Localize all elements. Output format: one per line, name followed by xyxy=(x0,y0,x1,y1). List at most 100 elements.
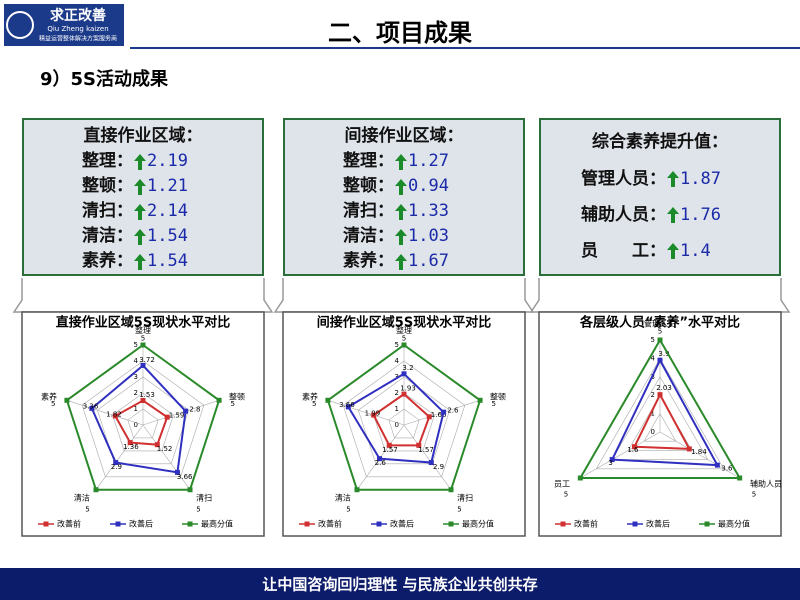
row-value: 1.33 xyxy=(408,201,449,221)
legend-marker xyxy=(43,521,49,527)
legend-marker xyxy=(704,521,710,527)
marker xyxy=(174,469,180,475)
axis-label: 辅助人员 xyxy=(750,478,782,488)
up-arrow xyxy=(667,243,679,259)
data-label: 5 xyxy=(141,335,145,343)
legend-label: 改善后 xyxy=(129,519,153,529)
marker xyxy=(325,397,331,403)
marker xyxy=(657,337,663,343)
data-label: 2.9 xyxy=(433,463,444,471)
subtitle: 9）5S活动成果 xyxy=(40,68,169,90)
r-tick-label: 1 xyxy=(395,405,399,413)
box-row: 素养： 1.67 xyxy=(285,249,523,274)
legend-label: 最高分值 xyxy=(462,519,494,529)
r-tick-label: 2 xyxy=(651,391,655,399)
spoke xyxy=(327,399,405,426)
data-label: 5 xyxy=(402,335,406,343)
up-arrow xyxy=(134,178,146,195)
box-row: 整顿： 0.94 xyxy=(285,174,523,199)
up-arrow xyxy=(667,171,679,187)
connector xyxy=(529,278,791,313)
data-label: 5 xyxy=(752,490,756,498)
box-row: 整理： 1.27 xyxy=(285,149,523,174)
row-label: 整顿： xyxy=(343,176,394,196)
grid-ring xyxy=(595,357,725,470)
axis-label: 管理人员 xyxy=(644,319,676,329)
row-value: 1.87 xyxy=(680,169,721,189)
row-value: 1.4 xyxy=(680,241,711,261)
legend-marker xyxy=(632,521,638,527)
up-arrow xyxy=(395,253,407,270)
data-label: 3 xyxy=(608,459,612,467)
data-label: 5 xyxy=(346,505,350,513)
data-label: 5 xyxy=(196,505,200,513)
grid-ring xyxy=(611,376,709,460)
legend-marker xyxy=(448,521,454,527)
series-line xyxy=(65,343,221,491)
legend-label: 改善前 xyxy=(57,519,81,529)
row-label: 清扫： xyxy=(343,201,394,221)
summary-box: 间接作业区域： 整理： 1.27 整顿： 0.94 清扫： 1.33 清洁： 1.03 素养： 1.… xyxy=(283,118,525,276)
spoke xyxy=(580,431,661,479)
axis-label: 素养 xyxy=(41,392,57,402)
r-tick-label: 4 xyxy=(134,357,139,365)
row-value: 1.54 xyxy=(147,226,188,246)
marker xyxy=(93,487,99,493)
marker xyxy=(632,444,638,450)
data-label: 3.66 xyxy=(339,401,355,409)
marker xyxy=(371,412,377,418)
row-label: 整顿： xyxy=(82,176,133,196)
spoke xyxy=(403,424,452,490)
row-value: 1.21 xyxy=(147,176,188,196)
row-label: 清洁： xyxy=(343,226,394,246)
data-label: 2.03 xyxy=(656,384,672,392)
data-label: 2.9 xyxy=(111,463,122,471)
data-label: 1.84 xyxy=(691,448,707,456)
logo-bg xyxy=(4,4,124,46)
marker xyxy=(657,357,663,363)
legend-marker xyxy=(376,521,382,527)
spoke xyxy=(95,424,144,490)
data-label: 1.57 xyxy=(418,446,434,454)
connector xyxy=(12,278,274,313)
marker xyxy=(477,397,483,403)
box-row: 清洁： 1.54 xyxy=(24,224,262,249)
spoke xyxy=(142,424,191,490)
row-value: 1.27 xyxy=(408,151,449,171)
legend-label: 改善后 xyxy=(646,519,670,529)
marker xyxy=(714,462,720,468)
data-label: 5 xyxy=(312,400,316,408)
marker xyxy=(416,442,422,448)
marker xyxy=(386,442,392,448)
series-line xyxy=(632,392,692,450)
data-label: 3.72 xyxy=(139,356,155,364)
data-label: 3.66 xyxy=(177,473,193,481)
grid-ring xyxy=(112,392,174,452)
data-label: 5 xyxy=(457,505,461,513)
axis-label: 员工 xyxy=(554,479,570,488)
marker xyxy=(345,404,351,410)
data-label: 5 xyxy=(564,490,568,498)
row-value: 1.03 xyxy=(408,226,449,246)
series-line xyxy=(326,343,482,491)
data-label: 5 xyxy=(85,505,89,513)
row-value: 1.76 xyxy=(680,205,721,225)
legend-label: 改善后 xyxy=(390,519,414,529)
row-label: 员 工： xyxy=(581,241,666,261)
row-label: 清洁： xyxy=(82,226,133,246)
grid-ring xyxy=(388,408,420,439)
legend-marker xyxy=(560,521,566,527)
data-label: 2.8 xyxy=(189,405,200,413)
grid-ring xyxy=(357,376,451,465)
marker xyxy=(164,414,170,420)
page-title: 二、项目成果 xyxy=(328,19,472,47)
data-label: 2.6 xyxy=(375,459,387,467)
up-arrow xyxy=(395,178,407,195)
r-tick-label: 0 xyxy=(651,428,655,436)
spoke xyxy=(659,431,740,479)
marker xyxy=(401,371,407,377)
box-row: 辅助人员： 1.76 xyxy=(541,197,779,233)
data-label: 1.99 xyxy=(365,409,381,417)
data-label: 2.6 xyxy=(447,406,459,414)
